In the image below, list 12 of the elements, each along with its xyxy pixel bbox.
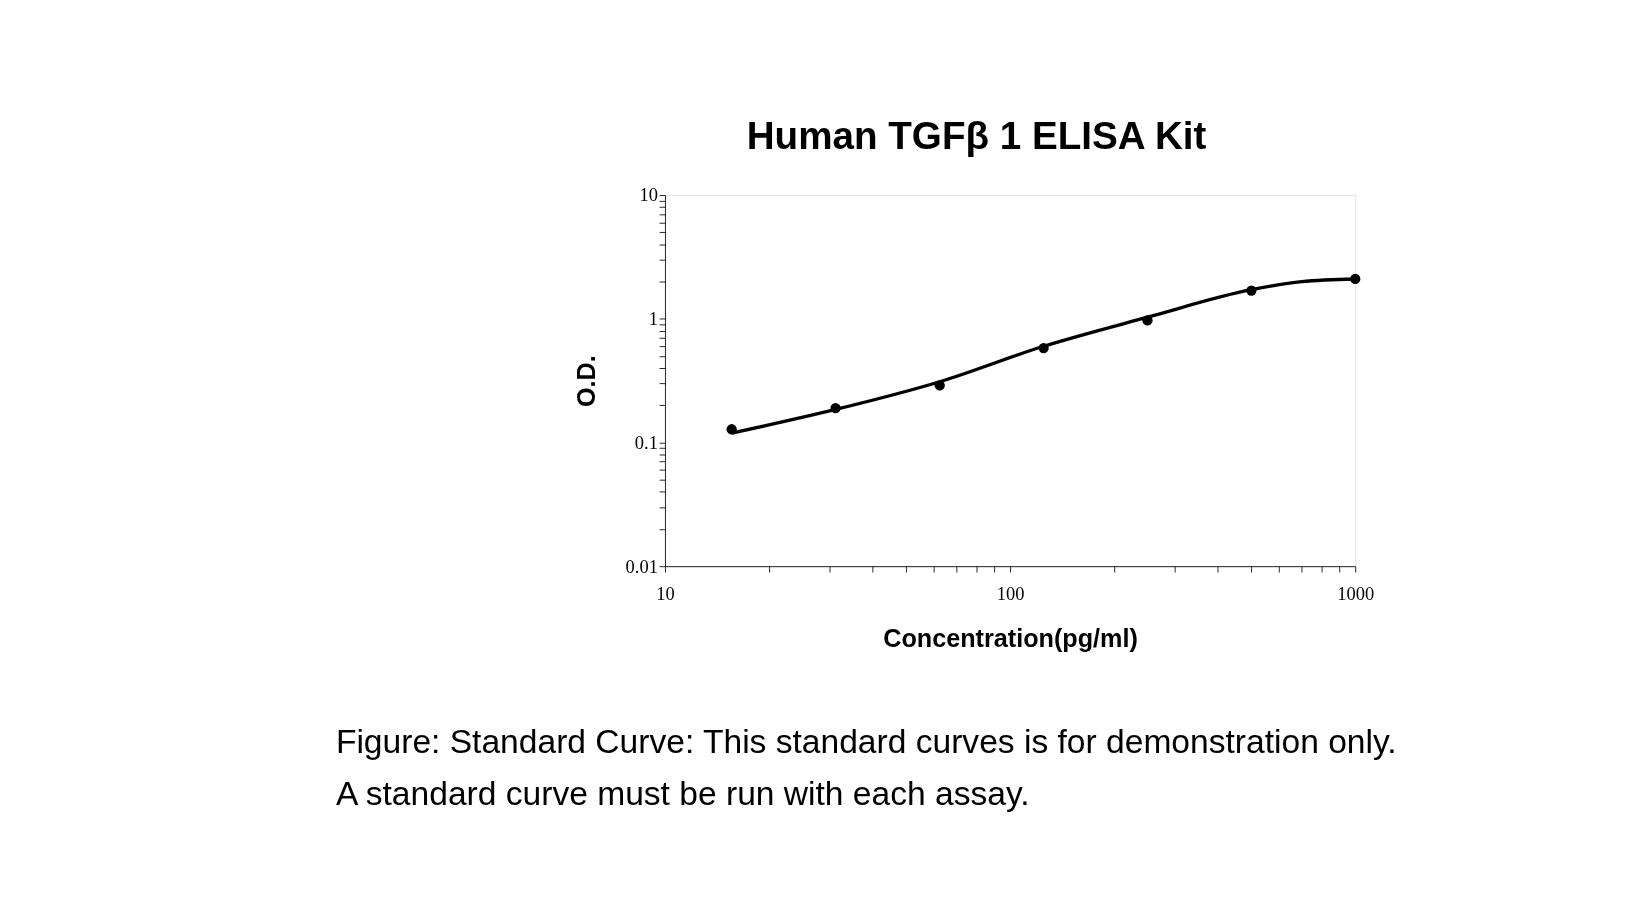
x-tick-label: 1000 — [1337, 584, 1375, 605]
y-tick-label: 0.01 — [625, 556, 658, 577]
text: A standard curve must be run with each assay. — [335, 774, 1030, 812]
y-tick-label: 10 — [639, 185, 658, 206]
chart-title: Human TGFβ 1 ELISA Kit — [746, 113, 1207, 157]
x-tick-label: 10 — [656, 584, 675, 605]
y-axis-title: O.D. — [572, 355, 601, 407]
text: Figure: Standard Curve: This standard curves is for demonstration only. — [335, 722, 1397, 760]
y-tick-label: 0.1 — [634, 432, 658, 453]
y-tick-label: 1 — [648, 309, 658, 330]
x-axis-title: Concentration(pg/ml) — [883, 624, 1138, 653]
x-tick-label: 100 — [996, 584, 1025, 605]
